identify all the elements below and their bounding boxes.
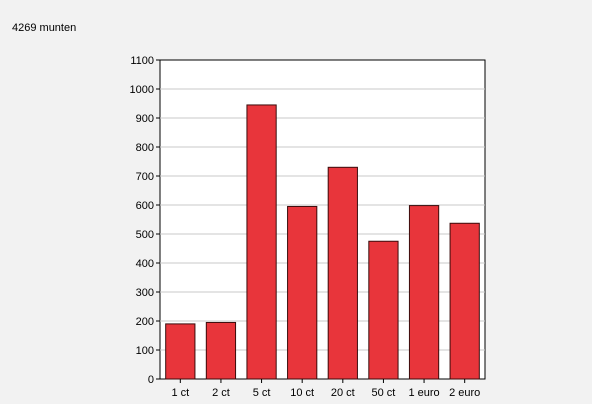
x-tick-label: 1 euro bbox=[408, 387, 439, 399]
bar-50-ct bbox=[368, 240, 399, 380]
y-tick-label: 700 bbox=[136, 171, 154, 183]
bar-5-ct bbox=[246, 104, 277, 380]
bars bbox=[165, 104, 480, 380]
x-tick-label: 20 ct bbox=[331, 387, 355, 399]
x-tick-label: 50 ct bbox=[372, 387, 396, 399]
y-tick-label: 1100 bbox=[130, 55, 154, 67]
y-axis: 0 100 200 300 400 500 600 700 800 900 1000 1100 bbox=[130, 55, 160, 386]
y-tick-label: 900 bbox=[136, 113, 154, 125]
bar-2-ct bbox=[205, 321, 237, 380]
y-tick-label: 300 bbox=[136, 287, 154, 299]
x-tick-label: 10 ct bbox=[290, 387, 314, 399]
bar-20-ct bbox=[327, 166, 358, 380]
y-tick-label: 0 bbox=[148, 374, 154, 386]
bar-1-euro bbox=[408, 205, 440, 380]
bar-10-ct bbox=[287, 205, 318, 380]
y-tick-label: 200 bbox=[136, 316, 154, 328]
x-tick-label: 5 ct bbox=[253, 387, 271, 399]
coin-count-label: 4269 munten bbox=[12, 22, 77, 34]
y-tick-label: 1000 bbox=[130, 84, 154, 96]
y-tick-label: 400 bbox=[136, 258, 154, 270]
x-tick-label: 1 ct bbox=[171, 387, 189, 399]
y-tick-label: 500 bbox=[136, 229, 154, 241]
x-axis: 1 ct 2 ct 5 ct 10 ct 20 ct 50 ct 1 euro 2 euro bbox=[171, 379, 480, 399]
y-tick-label: 600 bbox=[136, 200, 154, 212]
bar-1-ct bbox=[165, 323, 196, 380]
x-tick-label: 2 euro bbox=[449, 387, 480, 399]
y-tick-label: 800 bbox=[136, 142, 154, 154]
y-tick-label: 100 bbox=[136, 345, 154, 357]
x-tick-label: 2 ct bbox=[212, 387, 230, 399]
bar-2-euro bbox=[449, 222, 480, 380]
